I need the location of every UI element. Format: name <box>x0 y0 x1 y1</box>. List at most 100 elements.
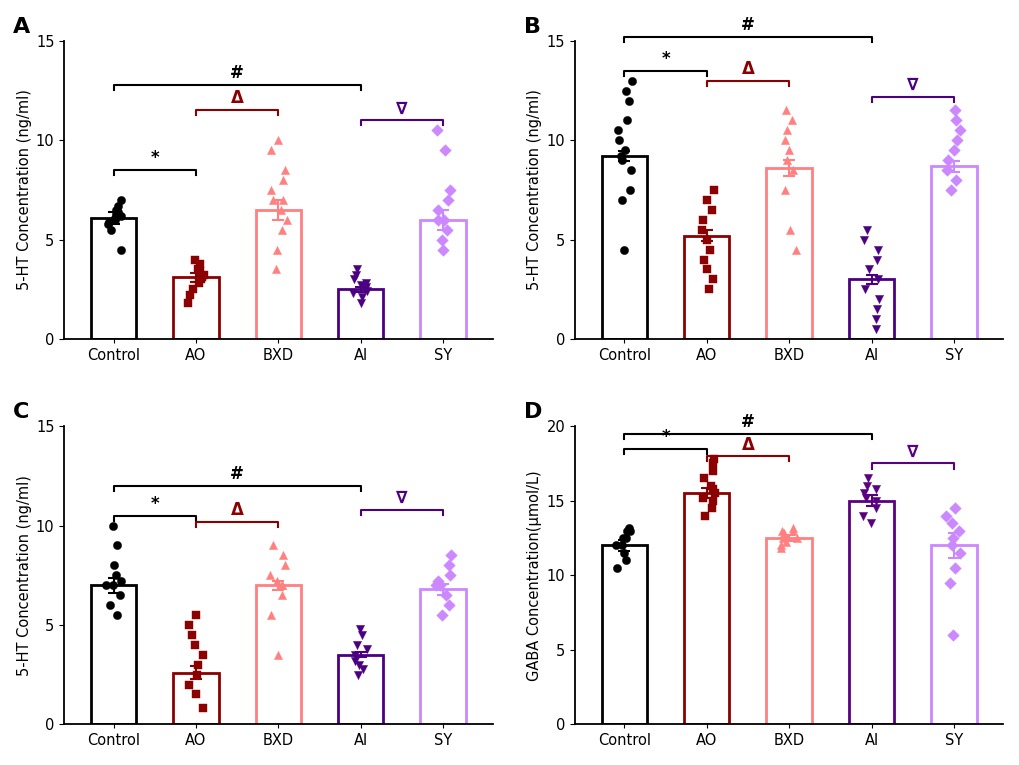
Point <box>616 554 633 566</box>
Bar <box>765 168 811 339</box>
Point <box>612 150 629 162</box>
Point <box>269 243 285 256</box>
Point <box>867 323 883 335</box>
Point <box>783 114 799 126</box>
Point <box>951 547 967 559</box>
Point <box>353 297 369 309</box>
Point <box>429 124 445 136</box>
Point <box>438 223 454 236</box>
Text: C: C <box>13 402 30 422</box>
Point <box>429 203 445 216</box>
Point <box>870 293 887 305</box>
Point <box>784 164 800 176</box>
Point <box>702 480 718 492</box>
Point <box>269 575 285 588</box>
Point <box>613 194 630 206</box>
Point <box>196 269 212 282</box>
Point <box>943 539 959 552</box>
Point <box>275 549 291 562</box>
Text: *: * <box>151 495 159 513</box>
Point <box>951 124 967 136</box>
Point <box>191 277 207 289</box>
Y-axis label: 5-HT Concentration (ng/ml): 5-HT Concentration (ng/ml) <box>16 90 32 291</box>
Point <box>427 579 443 591</box>
Point <box>98 579 114 591</box>
Point <box>348 639 365 651</box>
Text: Δ: Δ <box>741 436 754 454</box>
Point <box>698 194 714 206</box>
Point <box>855 487 871 500</box>
Bar <box>337 655 383 724</box>
Bar <box>420 589 466 724</box>
Point <box>695 253 711 265</box>
Bar <box>848 279 894 339</box>
Text: A: A <box>13 17 30 37</box>
Point <box>772 542 789 555</box>
Point <box>109 206 125 218</box>
Point <box>430 575 446 588</box>
Point <box>781 144 797 156</box>
Point <box>107 212 123 224</box>
Point <box>618 532 634 544</box>
Point <box>867 502 883 514</box>
Point <box>112 589 128 601</box>
Point <box>273 589 289 601</box>
Point <box>356 283 372 295</box>
Point <box>277 559 293 571</box>
Point <box>179 297 196 309</box>
Point <box>706 487 722 500</box>
Bar <box>337 289 383 339</box>
Point <box>113 194 129 206</box>
Point <box>106 559 122 571</box>
Point <box>938 164 955 176</box>
Point <box>109 609 125 621</box>
Point <box>358 277 374 289</box>
Point <box>610 134 627 146</box>
Point <box>696 472 712 484</box>
Point <box>951 524 967 536</box>
Point <box>945 144 961 156</box>
Point <box>772 539 789 552</box>
Point <box>868 303 884 315</box>
Point <box>698 263 714 275</box>
Point <box>619 524 635 536</box>
Point <box>856 283 872 295</box>
Point <box>275 174 291 186</box>
Bar <box>601 156 646 339</box>
Point <box>354 291 370 304</box>
Bar <box>930 545 975 724</box>
Point <box>194 272 210 284</box>
Bar <box>684 493 729 724</box>
Point <box>180 679 197 691</box>
Point <box>431 579 447 591</box>
Point <box>703 502 719 514</box>
Point <box>774 527 791 539</box>
Point <box>947 104 963 116</box>
Point <box>192 257 208 269</box>
Point <box>784 522 800 534</box>
Point <box>693 223 709 236</box>
Point <box>441 599 458 611</box>
Point <box>345 273 362 285</box>
Bar <box>173 278 218 339</box>
Point <box>195 649 211 661</box>
Point <box>696 509 712 522</box>
Text: Δ: Δ <box>230 500 244 519</box>
Point <box>613 539 630 552</box>
Point <box>943 517 959 529</box>
Point <box>860 263 876 275</box>
Point <box>705 184 721 196</box>
Point <box>269 649 285 661</box>
Point <box>868 253 884 265</box>
Point <box>609 124 626 136</box>
Point <box>276 164 292 176</box>
Point <box>429 213 445 226</box>
Point <box>187 688 204 701</box>
Point <box>862 517 878 529</box>
Point <box>346 655 363 667</box>
Point <box>613 154 630 166</box>
Bar <box>930 166 975 339</box>
Point <box>946 502 962 514</box>
Point <box>439 194 455 206</box>
Y-axis label: 5-HT Concentration (ng/ml): 5-HT Concentration (ng/ml) <box>16 475 32 675</box>
